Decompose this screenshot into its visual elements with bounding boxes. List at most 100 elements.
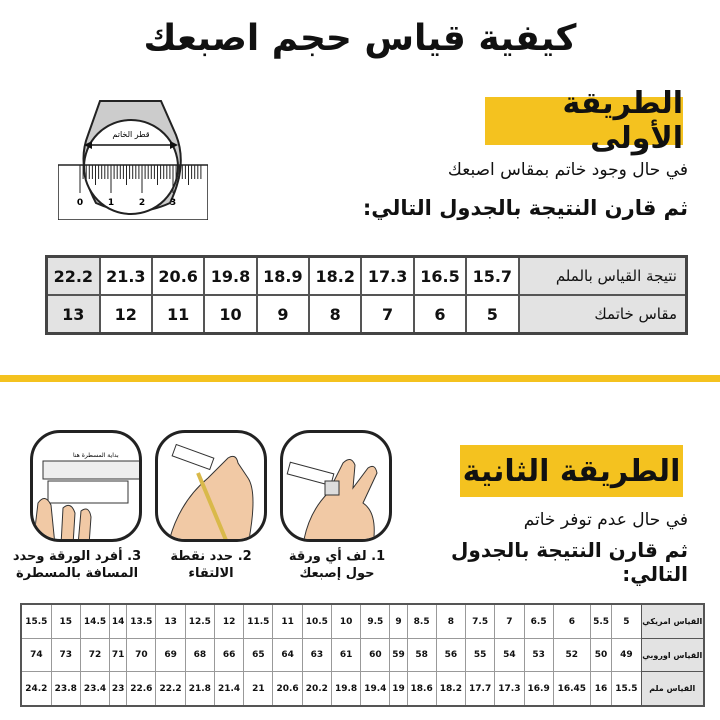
table-cell: 10.5 [301, 603, 332, 639]
table-cell: 21 [243, 671, 274, 707]
table-cell: 6 [412, 294, 468, 335]
table-cell: 23.8 [50, 671, 81, 707]
table-cell: 6.5 [523, 603, 554, 639]
ruler-tick-label: 2 [139, 198, 145, 208]
table-cell: 18.9 [255, 255, 311, 296]
table-cell: 49 [611, 638, 642, 672]
step1-caption: 1. لف أي ورقة حول إصبعك [288, 549, 386, 581]
step2-illustration [155, 430, 267, 542]
table-cell: 19 [389, 671, 408, 707]
table-row: القياس اوروبي 49 50 52 53 54 55 56 58 59 60 61 63 64 6… [20, 638, 705, 672]
table-row: نتيجة القياس بالملم 15.7 16.5 17.3 18.2 18.9 1… [45, 255, 688, 296]
table-cell: 12.5 [184, 603, 215, 639]
table-cell: 6 [552, 603, 591, 639]
table-cell: 15.5 [20, 603, 52, 639]
table-cell: 17.3 [360, 255, 415, 296]
method2-heading: الطريقة الثانية [460, 445, 683, 497]
table-cell: 21.8 [184, 671, 215, 707]
table-cell: 59 [389, 638, 408, 672]
table-cell: 21.4 [213, 671, 245, 707]
table-cell: 63 [301, 638, 332, 672]
table-cell: 20.6 [150, 255, 206, 296]
ruler-tick-label: 0 [77, 198, 83, 208]
row-header: مقاس خاتمك [517, 294, 688, 335]
table-cell: 71 [109, 638, 128, 672]
table-cell: 11 [150, 294, 206, 335]
table-cell: 19.8 [330, 671, 362, 707]
table-cell: 12 [98, 294, 153, 335]
table-cell: 23 [109, 671, 128, 707]
table-cell: 58 [406, 638, 437, 672]
method2-line2: ثم قارن النتيجة بالجدول التالي: [451, 538, 688, 586]
table-cell: 22.2 [45, 255, 101, 296]
table-row: مقاس خاتمك 5 6 7 8 9 10 11 12 13 [45, 294, 688, 335]
ring-size-table: نتيجة القياس بالملم 15.7 16.5 17.3 18.2 18.9 1… [45, 255, 688, 335]
ring-ruler-illustration: قطر الخاتم 0 1 2 3 [58, 100, 208, 220]
table-cell: 55 [464, 638, 496, 672]
table-cell: 8 [308, 294, 363, 335]
table-cell: 23.4 [79, 671, 111, 707]
table-cell: 16 [589, 671, 613, 707]
table-cell: 19.8 [203, 255, 258, 296]
row-header: القياس ملم [640, 671, 705, 707]
international-size-table: القياس امريكي 5 5.5 6 6.5 7 7.5 8 8.5 9 9.5 10 10.5 1… [20, 603, 705, 707]
table-cell: 18.6 [406, 671, 437, 707]
table-cell: 60 [360, 638, 391, 672]
ring-diameter-label: قطر الخاتم [112, 130, 149, 139]
table-cell: 56 [435, 638, 467, 672]
ruler-tick-label: 3 [170, 198, 176, 208]
method1-line1: في حال وجود خاتم بمقاس اصبعك [447, 160, 688, 180]
table-cell: 69 [155, 638, 186, 672]
table-cell: 72 [79, 638, 111, 672]
table-cell: 7.5 [464, 603, 496, 639]
table-cell: 19.4 [360, 671, 391, 707]
row-header: نتيجة القياس بالملم [517, 255, 688, 296]
page-title: كيفية قياس حجم اصبعك [143, 18, 577, 59]
table-cell: 7 [360, 294, 415, 335]
section-divider [0, 375, 720, 382]
table-cell: 13 [155, 603, 186, 639]
table-cell: 73 [50, 638, 81, 672]
table-cell: 21.3 [98, 255, 153, 296]
table-cell: 8 [435, 603, 467, 639]
table-cell: 16.9 [523, 671, 554, 707]
table-cell: 11 [272, 603, 303, 639]
method1-heading: الطريقة الأولى [485, 86, 683, 156]
table-cell: 18.2 [308, 255, 363, 296]
table-cell: 74 [20, 638, 52, 672]
ruler-tick-label: 1 [108, 198, 114, 208]
table-cell: 68 [184, 638, 215, 672]
table-cell: 61 [330, 638, 362, 672]
ruler-start-label: بداية المسطرة هنا [73, 452, 119, 459]
table-cell: 5.5 [589, 603, 613, 639]
table-row: القياس امريكي 5 5.5 6 6.5 7 7.5 8 8.5 9 9.5 10 10.5 1… [20, 603, 705, 639]
table-cell: 14 [109, 603, 128, 639]
table-cell: 9 [389, 603, 408, 639]
table-cell: 17.7 [464, 671, 496, 707]
table-cell: 10 [203, 294, 258, 335]
table-cell: 15.5 [611, 671, 642, 707]
table-cell: 11.5 [243, 603, 274, 639]
table-cell: 53 [523, 638, 554, 672]
table-row: القياس ملم 15.5 16 16.45 16.9 17.3 17.7 18.2 18.… [20, 671, 705, 707]
table-cell: 17.3 [494, 671, 525, 707]
table-cell: 16.45 [552, 671, 591, 707]
table-cell: 16.5 [412, 255, 468, 296]
table-cell: 15.7 [465, 255, 520, 296]
table-cell: 66 [213, 638, 245, 672]
table-cell: 8.5 [406, 603, 437, 639]
table-cell: 15 [50, 603, 81, 639]
table-cell: 22.6 [126, 671, 157, 707]
table-cell: 70 [126, 638, 157, 672]
table-cell: 64 [272, 638, 303, 672]
table-cell: 12 [213, 603, 245, 639]
table-cell: 10 [330, 603, 362, 639]
table-cell: 52 [552, 638, 591, 672]
table-cell: 13.5 [126, 603, 157, 639]
table-cell: 9 [255, 294, 311, 335]
table-cell: 50 [589, 638, 613, 672]
table-cell: 24.2 [20, 671, 52, 707]
table-cell: 5 [465, 294, 520, 335]
table-cell: 20.2 [301, 671, 332, 707]
table-cell: 5 [611, 603, 642, 639]
